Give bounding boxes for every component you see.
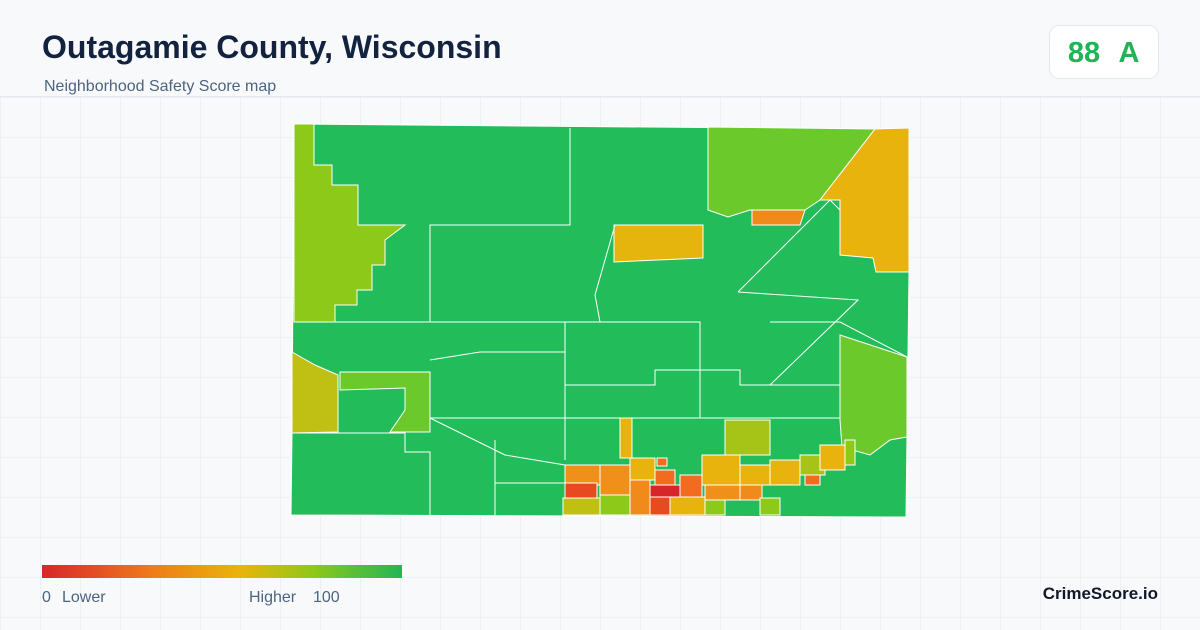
region <box>759 497 781 516</box>
legend-min-label: Lower <box>62 589 106 606</box>
boundary <box>770 321 908 358</box>
region <box>629 479 651 516</box>
region <box>818 127 910 273</box>
legend-max: 100 <box>313 589 340 606</box>
region <box>839 334 908 456</box>
region <box>564 482 598 499</box>
region <box>769 459 801 486</box>
region <box>804 474 821 486</box>
region <box>339 371 431 433</box>
region <box>293 123 407 323</box>
score-box <box>1049 25 1159 79</box>
boundary <box>429 417 566 466</box>
legend-max-label: Higher <box>249 589 297 606</box>
region <box>751 209 806 226</box>
region <box>613 224 704 263</box>
region <box>739 464 771 486</box>
boundary <box>292 432 431 515</box>
boundary <box>737 291 860 386</box>
region <box>701 454 741 486</box>
region <box>619 417 633 459</box>
score-grade: A <box>1119 37 1140 69</box>
boundary <box>565 321 701 418</box>
boundary <box>294 128 571 323</box>
legend-gradient <box>42 565 402 578</box>
region <box>704 499 726 516</box>
boundary <box>594 224 616 323</box>
title: Outagamie County, Wisconsin <box>42 29 502 65</box>
region <box>562 497 601 516</box>
region <box>844 439 856 466</box>
brand: CrimeScore.io <box>1043 584 1158 603</box>
region <box>629 457 656 481</box>
region <box>599 464 631 496</box>
region <box>599 494 631 516</box>
boundary <box>737 199 841 293</box>
region <box>649 484 681 498</box>
boundary <box>565 369 840 386</box>
region <box>654 469 676 486</box>
region <box>724 419 771 456</box>
region <box>564 464 601 486</box>
region <box>669 496 706 516</box>
region <box>704 484 741 501</box>
region <box>291 351 339 434</box>
region <box>656 457 668 467</box>
county-map <box>290 123 910 518</box>
region <box>679 474 703 498</box>
region <box>739 484 763 501</box>
score-value: 88 <box>1068 37 1100 69</box>
region <box>819 444 846 471</box>
legend-min: 0 <box>42 589 51 606</box>
subtitle: Neighborhood Safety Score map <box>44 78 276 95</box>
boundary <box>429 351 565 361</box>
